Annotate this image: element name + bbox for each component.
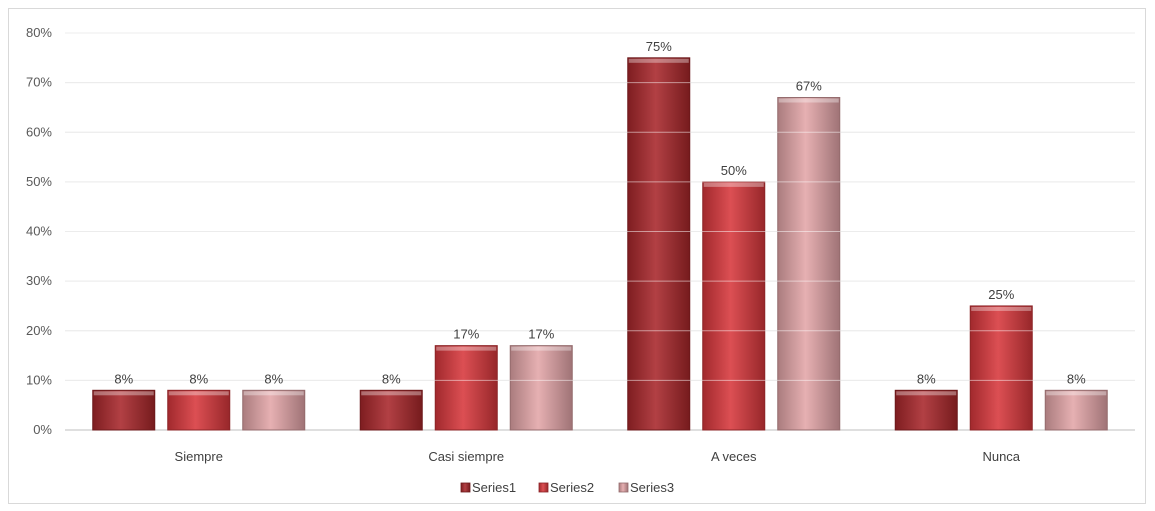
y-tick-label: 20% bbox=[26, 323, 52, 338]
bar bbox=[509, 345, 573, 431]
bar-series2-a-veces bbox=[702, 181, 766, 431]
bar-series1-nunca bbox=[894, 389, 958, 431]
legend-label: Series3 bbox=[630, 480, 674, 495]
legend-item-series2: Series2 bbox=[538, 480, 594, 495]
bar-highlight bbox=[896, 391, 957, 396]
data-label: 8% bbox=[189, 371, 208, 386]
bar bbox=[92, 389, 156, 431]
y-tick-label: 40% bbox=[26, 224, 52, 239]
bar-highlight bbox=[511, 346, 572, 351]
bar bbox=[1044, 389, 1108, 431]
category-label: Nunca bbox=[982, 449, 1020, 464]
bar bbox=[777, 97, 841, 431]
bar-highlight bbox=[628, 58, 689, 63]
legend-item-series1: Series1 bbox=[460, 480, 516, 495]
bar bbox=[434, 345, 498, 431]
bar bbox=[702, 181, 766, 431]
y-tick-label: 70% bbox=[26, 75, 52, 90]
bar-highlight bbox=[93, 391, 154, 396]
legend-swatch bbox=[618, 482, 629, 493]
data-label: 8% bbox=[917, 371, 936, 386]
data-label: 25% bbox=[988, 287, 1014, 302]
legend-swatch bbox=[538, 482, 549, 493]
bar bbox=[894, 389, 958, 431]
category-labels: Siempre Casi siempre A veces Nunca bbox=[175, 449, 1021, 464]
bar-highlight bbox=[703, 182, 764, 187]
category-label: Casi siempre bbox=[428, 449, 504, 464]
bar-series3-casi-siempre bbox=[509, 345, 573, 431]
legend-label: Series1 bbox=[472, 480, 516, 495]
bar-series2-nunca bbox=[969, 305, 1033, 431]
bar bbox=[242, 389, 306, 431]
legend-swatch bbox=[460, 482, 471, 493]
bar bbox=[359, 389, 423, 431]
data-label: 17% bbox=[528, 327, 554, 342]
legend: Series1 Series2 Series3 bbox=[460, 480, 674, 495]
bar-highlight bbox=[778, 98, 839, 103]
bar-highlight bbox=[971, 306, 1032, 311]
legend-item-series3: Series3 bbox=[618, 480, 674, 495]
bar-series1-casi-siempre bbox=[359, 389, 423, 431]
data-label: 8% bbox=[114, 371, 133, 386]
bar-series2-casi-siempre bbox=[434, 345, 498, 431]
category-label: A veces bbox=[711, 449, 757, 464]
bar-series3-nunca bbox=[1044, 389, 1108, 431]
category-label: Siempre bbox=[175, 449, 223, 464]
bar bbox=[627, 57, 691, 431]
data-label: 8% bbox=[264, 371, 283, 386]
y-axis-ticks: 0% 10% 20% 30% 40% 50% 60% 70% 80% bbox=[26, 25, 52, 437]
data-label: 75% bbox=[646, 39, 672, 54]
data-label: 8% bbox=[382, 371, 401, 386]
data-label: 17% bbox=[453, 327, 479, 342]
bar-highlight bbox=[361, 391, 422, 396]
bar-highlight bbox=[1046, 391, 1107, 396]
bar-series3-a-veces bbox=[777, 97, 841, 431]
y-tick-label: 30% bbox=[26, 273, 52, 288]
data-label: 67% bbox=[796, 79, 822, 94]
y-tick-label: 50% bbox=[26, 174, 52, 189]
data-label: 50% bbox=[721, 163, 747, 178]
bar-series2-siempre bbox=[167, 389, 231, 431]
bar bbox=[969, 305, 1033, 431]
bar-highlight bbox=[168, 391, 229, 396]
bars bbox=[65, 32, 1135, 431]
bar bbox=[167, 389, 231, 431]
bar-series1-a-veces bbox=[627, 57, 691, 431]
y-tick-label: 10% bbox=[26, 372, 52, 387]
data-labels: 8% 8% 8% 8% 17% 17% 75% 50% 67% 8% 25% 8% bbox=[114, 39, 1086, 386]
bar-series1-siempre bbox=[92, 389, 156, 431]
y-tick-label: 0% bbox=[33, 422, 52, 437]
y-tick-label: 80% bbox=[26, 25, 52, 40]
bar-highlight bbox=[243, 391, 304, 396]
legend-label: Series2 bbox=[550, 480, 594, 495]
data-label: 8% bbox=[1067, 371, 1086, 386]
bar-highlight bbox=[436, 346, 497, 351]
y-tick-label: 60% bbox=[26, 124, 52, 139]
bar-series3-siempre bbox=[242, 389, 306, 431]
